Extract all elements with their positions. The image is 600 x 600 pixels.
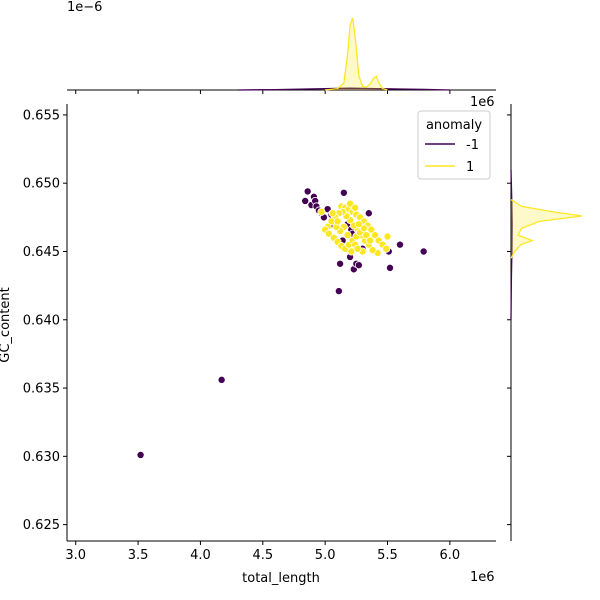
x-tick-label: 3.0 xyxy=(65,548,86,563)
scatter-point xyxy=(334,287,343,296)
scatter-point xyxy=(382,244,391,253)
scatter-point xyxy=(354,261,363,270)
scatter-point xyxy=(317,207,326,216)
x-axis-label: total_length xyxy=(242,571,320,586)
top-kde-line xyxy=(237,87,450,91)
x-tick-label: 4.5 xyxy=(252,548,273,563)
y-tick-label: 0.645 xyxy=(23,245,60,260)
scatter-point xyxy=(333,217,342,226)
x-axis-offset-label: 1e6 xyxy=(470,570,495,585)
right-marginal-kde xyxy=(507,104,583,541)
legend-label-anomaly-1: 1 xyxy=(466,160,474,175)
scatter-point xyxy=(364,209,373,218)
scatter-point xyxy=(217,375,226,384)
scatter-point xyxy=(336,259,345,268)
x-axis-ticks: 3.0 3.5 4.0 4.5 5.0 5.5 6.0 xyxy=(65,541,460,563)
scatter-point xyxy=(383,232,392,241)
scatter-point xyxy=(303,187,312,196)
scatter-point xyxy=(339,188,348,197)
scatter-point xyxy=(301,196,310,205)
right-kde-line xyxy=(510,169,513,320)
legend-label-anomaly-neg1: -1 xyxy=(466,138,479,153)
x-tick-label: 4.0 xyxy=(190,548,211,563)
scatter-point xyxy=(371,231,380,240)
scatter-point xyxy=(328,209,337,218)
scatter-point xyxy=(395,240,404,249)
y-tick-label: 0.630 xyxy=(23,450,60,465)
scatter-point xyxy=(385,263,394,272)
scatter-point xyxy=(366,236,375,245)
top-marginal-offset-label: 1e−6 xyxy=(67,0,102,15)
legend-title: anomaly xyxy=(426,118,482,133)
scatter-point xyxy=(136,450,145,459)
x-tick-label: 3.5 xyxy=(128,548,149,563)
y-tick-label: 0.655 xyxy=(23,108,60,123)
y-tick-label: 0.640 xyxy=(23,313,60,328)
x-tick-label: 5.0 xyxy=(315,548,336,563)
right-kde-line xyxy=(510,199,583,259)
y-tick-label: 0.635 xyxy=(23,382,60,397)
y-axis-offset-label: 1e6 xyxy=(470,95,495,110)
y-axis-ticks: 0.625 0.630 0.635 0.640 0.645 0.650 0.655 xyxy=(23,108,67,533)
y-tick-label: 0.625 xyxy=(23,518,60,533)
scatter-point xyxy=(368,246,377,255)
y-axis-label: GC_content xyxy=(0,287,13,362)
y-tick-label: 0.650 xyxy=(23,177,60,192)
scatter-point xyxy=(419,247,428,256)
legend-frame xyxy=(417,110,491,180)
scatter-point xyxy=(351,203,360,212)
legend: anomaly -1 1 xyxy=(417,110,491,180)
scatter-point xyxy=(354,220,363,229)
top-kde-line xyxy=(325,17,388,91)
scatter-point xyxy=(367,225,376,234)
x-tick-label: 6.0 xyxy=(440,548,461,563)
right-kde-fill xyxy=(511,199,582,259)
scatter-point xyxy=(362,231,371,240)
joint-scatter-axes: 3.0 3.5 4.0 4.5 5.0 5.5 6.0 0.6250.6300.6350.6… xyxy=(0,95,496,586)
scatter-points xyxy=(136,187,428,459)
top-marginal-kde: 1e−6 xyxy=(67,0,496,94)
scatter-point xyxy=(343,231,352,240)
scatter-point xyxy=(353,244,362,253)
x-tick-label: 5.5 xyxy=(377,548,398,563)
